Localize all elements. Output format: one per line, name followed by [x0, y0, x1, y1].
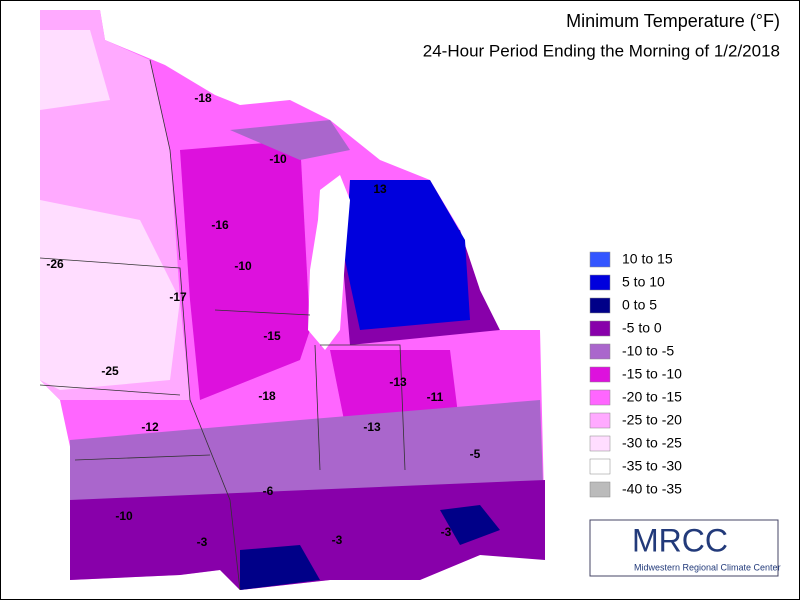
station-label: -13	[389, 375, 407, 389]
legend-swatch	[589, 435, 611, 452]
legend-label: -5 to 0	[622, 320, 662, 336]
station-label: -26	[46, 257, 64, 271]
station-label: -10	[269, 152, 287, 166]
station-label: -15	[263, 329, 281, 343]
lake-huron	[470, 230, 540, 330]
station-labels: -18 -10 13 -16 -26 -10 -17 -15 -13 -25 -18 -11 -12 -1…	[46, 91, 480, 549]
station-label: -16	[211, 218, 229, 232]
station-label: -6	[263, 484, 274, 498]
legend-swatch	[589, 343, 611, 360]
station-label: -25	[101, 364, 119, 378]
station-label: -12	[141, 420, 159, 434]
state-borders	[39, 59, 406, 591]
border	[214, 309, 311, 316]
legend-swatch	[589, 481, 611, 498]
legend-swatch	[589, 274, 611, 291]
temperature-map	[40, 10, 545, 590]
region	[180, 140, 310, 400]
legend-swatch	[589, 366, 611, 383]
station-label: -13	[363, 420, 381, 434]
station-label: -10	[234, 259, 252, 273]
legend-swatch	[589, 320, 611, 337]
legend-swatch	[589, 297, 611, 314]
legend-swatch	[589, 251, 611, 268]
legend-label: 0 to 5	[622, 297, 657, 313]
station-label: -11	[427, 390, 444, 404]
region	[230, 120, 350, 160]
station-label: -18	[258, 389, 276, 403]
border	[320, 344, 406, 471]
legend-label: -35 to -30	[622, 458, 682, 474]
border	[39, 384, 181, 396]
legend-label: -10 to -5	[622, 343, 674, 359]
legend-label: 10 to 15	[622, 251, 673, 267]
legend-label: 5 to 10	[622, 274, 665, 290]
map-title: Minimum Temperature (°F)	[566, 11, 780, 31]
lake-michigan	[308, 175, 350, 350]
station-label: -5	[470, 447, 481, 461]
region	[345, 180, 470, 330]
legend-label: -25 to -20	[622, 412, 682, 428]
logo: MRCC Midwestern Regional Climate Center	[589, 519, 781, 577]
legend-swatch	[589, 412, 611, 429]
border	[314, 344, 321, 471]
station-label: -3	[332, 533, 343, 547]
legend-swatch	[589, 389, 611, 406]
legend-label: -20 to -15	[622, 389, 682, 405]
station-label: -3	[197, 535, 208, 549]
legend: 10 to 15 5 to 10 0 to 5 -5 to 0 -10 to -5 -15…	[589, 251, 682, 498]
station-label: -3	[441, 525, 452, 539]
legend-label: -15 to -10	[622, 366, 682, 382]
map-subtitle: 24-Hour Period Ending the Morning of 1/2…	[423, 41, 780, 60]
legend-label: -40 to -35	[622, 481, 682, 497]
station-label: 13	[373, 182, 387, 196]
station-label: -17	[169, 290, 187, 304]
border	[74, 454, 211, 461]
logo-name: MRCC	[632, 522, 728, 558]
logo-caption: Midwestern Regional Climate Center	[634, 562, 781, 572]
region	[240, 545, 320, 590]
region	[40, 200, 180, 390]
station-label: -18	[194, 91, 212, 105]
legend-label: -30 to -25	[622, 435, 682, 451]
border	[149, 59, 181, 261]
legend-swatch	[589, 458, 611, 475]
region	[440, 505, 500, 545]
region	[70, 480, 545, 590]
border	[189, 399, 241, 591]
region	[40, 30, 110, 110]
station-label: -10	[115, 509, 133, 523]
border	[39, 257, 191, 401]
logo-box	[589, 519, 779, 577]
